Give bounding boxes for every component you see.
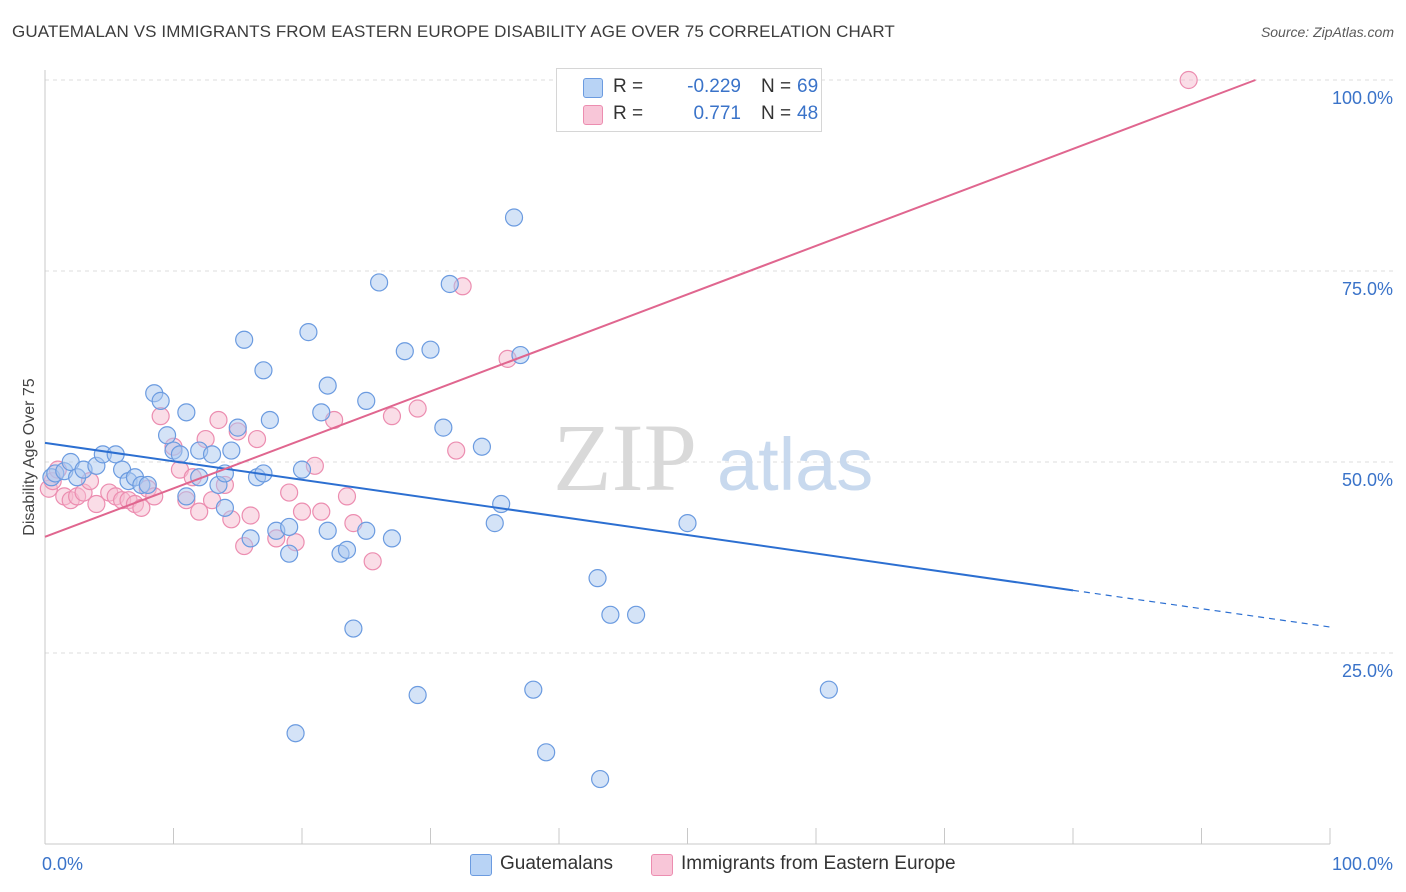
watermark-zip: ZIP xyxy=(553,404,697,511)
point-eastern-europe xyxy=(447,441,466,460)
trend-lines xyxy=(44,79,1331,628)
axis-layer xyxy=(44,70,1331,845)
point-eastern-europe xyxy=(241,506,260,525)
point-eastern-europe xyxy=(292,502,312,521)
y-tick-label: 75.0% xyxy=(1342,279,1393,299)
point-eastern-europe xyxy=(408,399,427,418)
point-guatemalan xyxy=(222,441,241,460)
point-guatemalan xyxy=(280,544,299,563)
point-guatemalan xyxy=(151,391,170,410)
point-guatemalan xyxy=(254,361,273,380)
point-guatemalan xyxy=(357,521,376,540)
point-guatemalan xyxy=(228,418,247,437)
y-axis-title: Disability Age Over 75 xyxy=(21,378,38,536)
point-guatemalan xyxy=(292,460,312,479)
legend-n-label: N = xyxy=(761,103,792,124)
point-guatemalan xyxy=(370,273,389,292)
point-eastern-europe xyxy=(1179,70,1198,90)
point-guatemalan xyxy=(344,619,363,638)
point-guatemalan xyxy=(434,418,453,437)
point-guatemalan xyxy=(819,680,838,699)
point-guatemalan xyxy=(280,517,299,537)
trendline-guatemalans-extrapolated xyxy=(1072,589,1331,628)
legend-swatch-blue xyxy=(470,854,492,876)
point-guatemalan xyxy=(318,376,337,395)
point-eastern-europe xyxy=(247,429,267,449)
point-guatemalan xyxy=(504,208,524,227)
point-guatemalan xyxy=(485,514,504,533)
point-guatemalan xyxy=(601,605,620,624)
legend-r-value: 0.771 xyxy=(693,103,741,124)
point-guatemalan xyxy=(337,540,357,559)
point-guatemalan xyxy=(138,475,157,495)
point-eastern-europe xyxy=(190,502,209,521)
point-eastern-europe xyxy=(132,498,151,517)
point-guatemalan xyxy=(524,680,543,699)
point-eastern-europe xyxy=(280,483,299,502)
point-guatemalan xyxy=(177,487,196,506)
bottom-legend-label: Guatemalans xyxy=(500,853,614,874)
legend-n-value: 48 xyxy=(797,103,819,124)
watermark: ZIP atlas xyxy=(553,404,873,511)
bottom-legend-label: Immigrants from Eastern Europe xyxy=(681,853,956,874)
y-tick-label: 25.0% xyxy=(1342,661,1393,681)
point-guatemalan xyxy=(235,330,254,349)
series-guatemalans-points xyxy=(42,208,838,789)
point-guatemalan xyxy=(591,769,610,789)
point-guatemalan xyxy=(357,391,376,410)
watermark-atlas: atlas xyxy=(717,423,873,506)
point-guatemalan xyxy=(472,437,491,456)
point-guatemalan xyxy=(177,403,196,422)
point-eastern-europe xyxy=(337,487,357,506)
x-tick-label-min: 0.0% xyxy=(42,854,83,874)
legend-r-value: -0.229 xyxy=(687,76,741,97)
point-guatemalan xyxy=(312,403,331,422)
trendline-guatemalans xyxy=(44,441,1074,592)
point-guatemalan xyxy=(286,724,305,743)
correlation-legend: R = -0.229 N = 69 R = 0.771 N = 48 xyxy=(556,68,822,132)
point-guatemalan xyxy=(382,529,402,548)
source-credit: Source: ZipAtlas.com xyxy=(1260,24,1394,40)
point-guatemalan xyxy=(260,410,279,430)
point-guatemalan xyxy=(157,426,177,445)
point-guatemalan xyxy=(202,445,222,464)
legend-r-label: R = xyxy=(613,103,644,124)
point-guatemalan xyxy=(626,605,646,624)
point-guatemalan xyxy=(299,323,318,342)
point-guatemalan xyxy=(190,468,209,487)
trendline-eastern-europe xyxy=(44,79,1256,538)
legend-n-label: N = xyxy=(761,76,792,97)
point-eastern-europe xyxy=(312,502,331,521)
grid-layer xyxy=(45,79,1393,654)
legend-swatch-blue xyxy=(583,78,603,98)
point-guatemalan xyxy=(215,498,234,517)
point-guatemalan xyxy=(440,274,459,294)
axis-labels: 25.0% 50.0% 75.0% 100.0% 0.0% 100.0% Disabilit… xyxy=(21,88,1393,874)
chart-title: GUATEMALAN VS IMMIGRANTS FROM EASTERN EU… xyxy=(12,22,895,41)
point-eastern-europe xyxy=(363,552,382,571)
point-guatemalan xyxy=(588,569,607,588)
y-tick-label: 100.0% xyxy=(1332,88,1393,108)
y-tick-label: 50.0% xyxy=(1342,470,1393,490)
point-eastern-europe xyxy=(151,407,170,426)
point-guatemalan xyxy=(421,340,440,359)
point-guatemalan xyxy=(678,514,697,533)
point-guatemalan xyxy=(170,445,190,464)
legend-n-value: 69 xyxy=(797,76,819,97)
legend-r-label: R = xyxy=(613,76,644,97)
legend-swatch-pink xyxy=(583,105,603,125)
point-guatemalan xyxy=(241,529,260,548)
point-guatemalan xyxy=(395,342,414,361)
point-eastern-europe xyxy=(382,407,402,426)
point-guatemalan xyxy=(537,743,556,762)
point-eastern-europe xyxy=(87,494,106,514)
x-tick-label-max: 100.0% xyxy=(1332,854,1393,874)
point-eastern-europe xyxy=(209,410,228,430)
legend-swatch-pink xyxy=(651,854,673,876)
point-guatemalan xyxy=(318,521,337,540)
point-guatemalan xyxy=(408,685,427,705)
